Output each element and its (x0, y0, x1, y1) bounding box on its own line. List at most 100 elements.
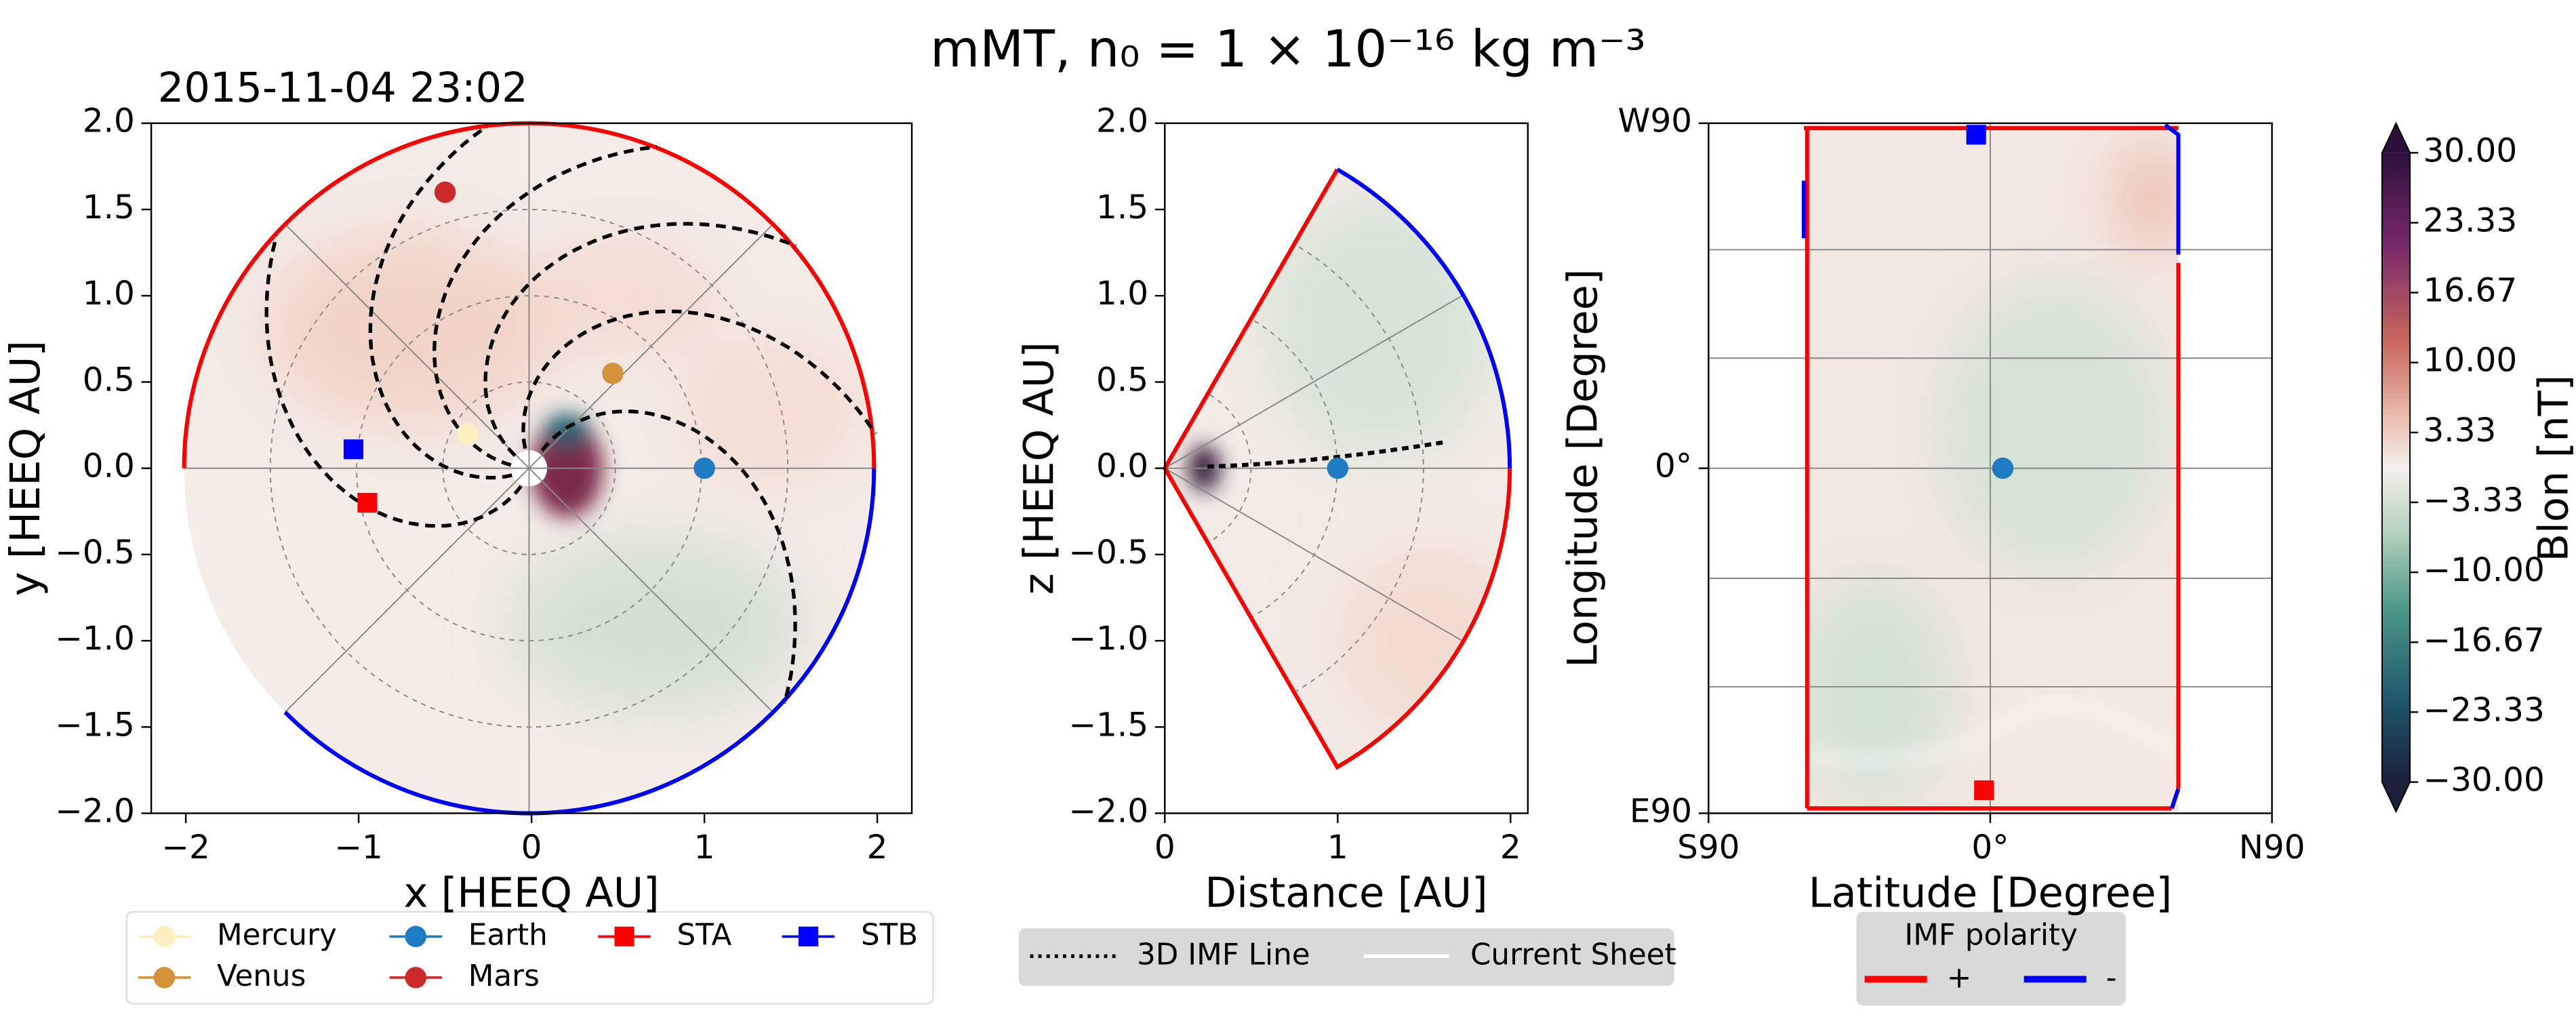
x-tick-label: 2 (1500, 829, 1521, 866)
legend-label: 3D IMF Line (1137, 938, 1310, 972)
legend-label: Mars (468, 959, 540, 993)
y-tick-label: −0.5 (55, 534, 135, 572)
xz-field (1165, 169, 1510, 767)
x-tick-label: 0° (1971, 829, 2009, 866)
x-axis-label: Distance [AU] (1205, 869, 1487, 917)
point (357, 492, 378, 513)
point (1992, 457, 2014, 479)
imf-line (264, 235, 523, 528)
imf-line (483, 222, 797, 457)
y-tick-label: −2.0 (1068, 793, 1148, 831)
y-tick-label: 1.5 (83, 188, 135, 226)
y-tick-label: 0° (1655, 447, 1692, 485)
y-tick-label: 0.5 (83, 361, 135, 399)
legend-marker (405, 925, 426, 948)
y-tick-label: 0.5 (1096, 361, 1148, 399)
legend-label: Current Sheet (1470, 938, 1676, 972)
legend-marker (153, 925, 176, 948)
legend-label: Mercury (217, 918, 337, 952)
legend-label: - (2106, 961, 2117, 995)
y-tick-label: 2.0 (1096, 102, 1148, 140)
polarity-edge (1163, 168, 1340, 470)
y-tick-label: −1.0 (55, 620, 135, 658)
y-tick-label: E90 (1630, 793, 1692, 831)
point (693, 457, 715, 479)
panel-title: 2015-11-04 23:02 (158, 64, 528, 112)
colorbar-tick-label: 23.33 (2423, 202, 2517, 240)
y-tick-label: 0.0 (83, 447, 135, 485)
colorbar-extend (2381, 123, 2411, 153)
x-tick-label: 1 (694, 829, 715, 866)
point (1974, 780, 1994, 801)
legend-title: IMF polarity (1904, 918, 2078, 952)
legend-marker (614, 926, 635, 946)
polarity-arc (1336, 167, 1512, 468)
y-tick-label: −1.5 (55, 706, 135, 744)
y-tick-label: 1.5 (1096, 188, 1148, 226)
point (343, 439, 363, 460)
xy-field (184, 123, 874, 814)
colorbar-tick-label: −10.00 (2423, 551, 2544, 589)
colorbar-label: Blon [nT] (2530, 375, 2576, 562)
legend-label: Venus (217, 959, 306, 993)
imf-line (540, 409, 797, 704)
x-tick-label: 0 (521, 829, 542, 866)
x-tick-label: N90 (2239, 829, 2306, 866)
colorbar-tick-label: −23.33 (2423, 691, 2544, 729)
x-axis-label: x [HEEQ AU] (403, 869, 659, 917)
colorbar-tick-label: 16.67 (2423, 272, 2517, 310)
legend-marker (153, 967, 176, 989)
legend-box (1018, 928, 1674, 986)
x-tick-label: 1 (1327, 829, 1348, 866)
x-axis-label: Latitude [Degree] (1809, 869, 2172, 917)
polarity-edge (1163, 467, 1512, 770)
y-tick-label: W90 (1618, 102, 1693, 140)
latlon-grid (1708, 123, 2272, 814)
polar-grid (184, 123, 874, 814)
legend-label: STB (861, 918, 918, 952)
colorbar (2381, 153, 2411, 782)
y-tick-label: −0.5 (1068, 534, 1148, 572)
imf-line (368, 124, 512, 480)
colorbar-tick-label: −3.33 (2423, 481, 2523, 519)
imf-line (1207, 439, 1447, 469)
y-axis-label: z [HEEQ AU] (1015, 342, 1063, 595)
point (602, 362, 624, 384)
y-tick-label: 0.0 (1096, 447, 1148, 485)
y-tick-label: 2.0 (83, 102, 135, 140)
y-axis-label: Longitude [Degree] (1559, 268, 1607, 667)
x-tick-label: 2 (867, 829, 888, 866)
y-tick-label: 1.0 (1096, 275, 1148, 313)
imf-line (521, 309, 877, 449)
suptitle: mMT, n₀ = 1 × 10⁻¹⁶ kg m⁻³ (930, 19, 1646, 79)
x-tick-label: S90 (1677, 829, 1739, 866)
x-tick-label: 0 (1154, 829, 1175, 866)
point (456, 422, 479, 445)
point (1327, 457, 1349, 479)
colorbar-tick-label: 30.00 (2423, 132, 2517, 170)
point (434, 181, 456, 203)
legend-label: Earth (468, 918, 548, 952)
colorbar-tick-label: −30.00 (2423, 761, 2544, 799)
legend-box (125, 911, 934, 1005)
y-axis-label: y [HEEQ AU] (2, 340, 49, 596)
legend-marker (405, 967, 426, 989)
legend-marker (798, 926, 818, 946)
y-tick-label: −1.0 (1068, 620, 1148, 658)
colorbar-tick-label: −16.67 (2423, 621, 2544, 659)
polarity-edge (1801, 123, 2181, 810)
polarity-arc (283, 468, 877, 816)
x-tick-label: −2 (161, 829, 209, 866)
x-tick-label: −1 (334, 829, 382, 866)
point (1966, 125, 1986, 145)
colorbar-tick-label: 3.33 (2423, 412, 2496, 450)
polarity-edge (1803, 125, 2181, 811)
y-tick-label: 1.0 (83, 275, 135, 313)
colorbar-tick-label: 10.00 (2423, 342, 2517, 380)
colorbar-extend (2381, 782, 2411, 812)
legend-label: + (1947, 961, 1972, 995)
y-tick-label: −1.5 (1068, 706, 1148, 744)
y-tick-label: −2.0 (55, 793, 135, 831)
